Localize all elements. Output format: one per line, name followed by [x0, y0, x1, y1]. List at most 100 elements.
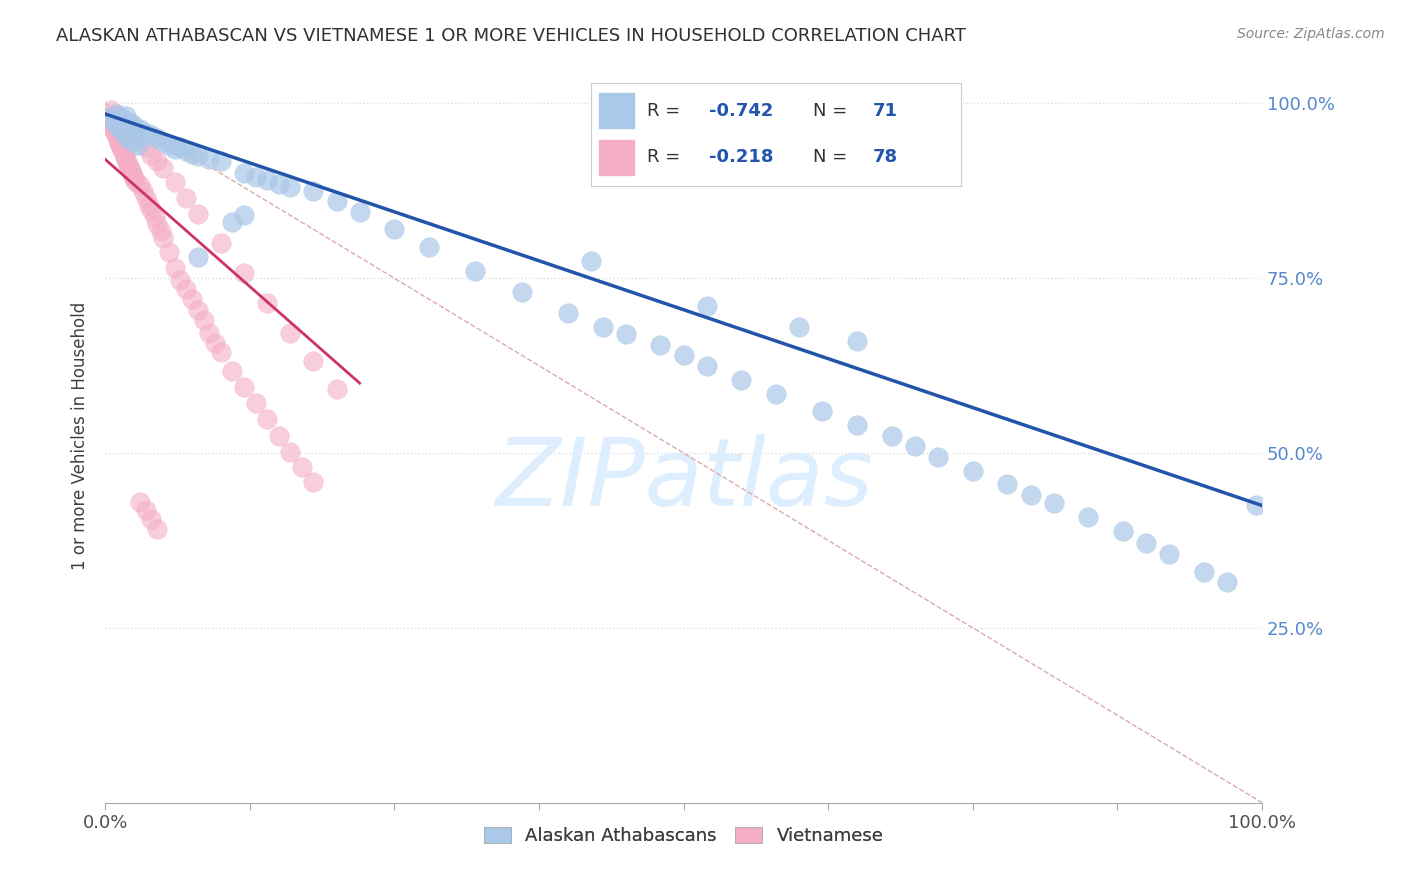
Point: [108, 136, 131, 150]
Point: [111, 124, 134, 138]
Point: [105, 109, 128, 123]
Point: [278, 180, 301, 194]
Point: [117, 131, 139, 145]
Point: [221, 215, 243, 229]
Point: [108, 120, 131, 135]
Point: [302, 353, 325, 368]
Point: [187, 207, 209, 221]
Point: [846, 418, 869, 433]
Point: [115, 155, 138, 169]
Point: [152, 135, 174, 149]
Point: [384, 222, 406, 236]
Point: [302, 475, 325, 490]
Point: [927, 450, 949, 464]
Point: [146, 217, 169, 231]
Point: [209, 344, 232, 359]
Point: [163, 260, 186, 275]
Point: [141, 512, 163, 526]
Point: [143, 210, 166, 224]
Point: [100, 116, 122, 130]
Point: [291, 460, 314, 475]
Point: [174, 282, 197, 296]
Point: [464, 264, 486, 278]
Point: [118, 161, 141, 175]
Point: [163, 175, 186, 189]
Point: [152, 230, 174, 244]
Point: [302, 184, 325, 198]
Point: [101, 119, 124, 133]
Point: [787, 320, 810, 334]
Point: [233, 266, 256, 280]
Point: [1135, 535, 1157, 549]
Point: [103, 114, 125, 128]
Point: [672, 348, 695, 362]
Point: [135, 503, 157, 517]
Point: [122, 135, 145, 149]
Point: [209, 236, 232, 251]
Point: [122, 126, 145, 140]
Point: [256, 412, 278, 426]
Point: [100, 103, 122, 118]
Point: [233, 379, 256, 393]
Point: [132, 184, 155, 198]
Point: [349, 204, 371, 219]
Point: [267, 428, 290, 442]
Point: [962, 463, 984, 477]
Text: ALASKAN ATHABASCAN VS VIETNAMESE 1 OR MORE VEHICLES IN HOUSEHOLD CORRELATION CHA: ALASKAN ATHABASCAN VS VIETNAMESE 1 OR MO…: [56, 27, 966, 45]
Point: [157, 244, 180, 259]
Point: [904, 439, 927, 453]
Point: [1216, 575, 1239, 590]
Point: [108, 112, 131, 126]
Point: [105, 118, 128, 132]
Point: [256, 173, 278, 187]
Point: [117, 120, 139, 135]
Point: [846, 334, 869, 348]
Point: [129, 133, 152, 147]
Point: [163, 142, 186, 156]
Point: [614, 327, 637, 342]
Point: [121, 166, 143, 180]
Point: [129, 122, 152, 136]
Point: [149, 224, 172, 238]
Point: [730, 373, 752, 387]
Point: [696, 359, 718, 373]
Point: [129, 495, 152, 509]
Text: Source: ZipAtlas.com: Source: ZipAtlas.com: [1237, 27, 1385, 41]
Point: [141, 128, 163, 142]
Point: [111, 112, 134, 126]
Point: [129, 178, 152, 192]
Point: [1159, 547, 1181, 561]
Point: [125, 175, 148, 189]
Point: [1244, 499, 1267, 513]
Point: [245, 395, 267, 409]
Point: [103, 107, 125, 121]
Point: [111, 114, 134, 128]
Point: [187, 250, 209, 264]
Point: [115, 118, 138, 132]
Point: [135, 140, 157, 154]
Point: [418, 240, 440, 254]
Point: [198, 153, 221, 167]
Point: [115, 153, 138, 167]
Point: [110, 138, 132, 153]
Point: [181, 146, 204, 161]
Point: [169, 273, 191, 287]
Point: [127, 128, 149, 143]
Point: [198, 326, 221, 340]
Point: [325, 382, 347, 396]
Point: [117, 158, 139, 172]
Point: [650, 337, 672, 351]
Point: [233, 166, 256, 180]
Point: [880, 428, 903, 442]
Point: [135, 126, 157, 140]
Point: [122, 172, 145, 186]
Point: [187, 149, 209, 163]
Point: [245, 169, 267, 184]
Point: [146, 153, 169, 168]
Point: [127, 138, 149, 153]
Point: [765, 386, 787, 401]
Text: ZIPatlas: ZIPatlas: [495, 434, 873, 525]
Point: [122, 119, 145, 133]
Point: [157, 138, 180, 153]
Point: [120, 133, 142, 147]
